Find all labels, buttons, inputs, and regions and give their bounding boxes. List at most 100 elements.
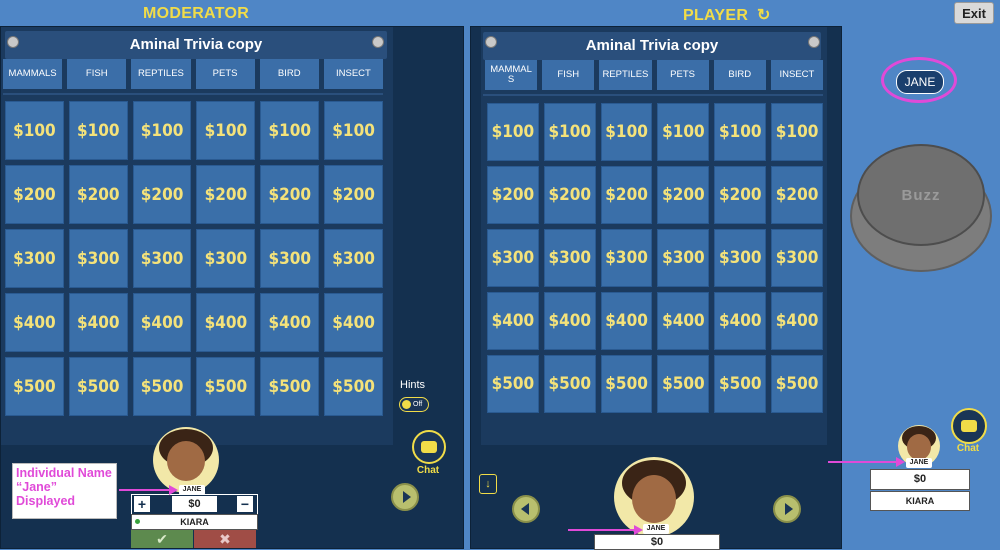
pin-icon <box>372 36 384 48</box>
clue-value: $400 <box>605 311 648 331</box>
clue-tile[interactable]: $500 <box>714 355 767 413</box>
clue-tile[interactable]: $400 <box>196 293 256 352</box>
clue-tile[interactable]: $100 <box>543 103 596 161</box>
clue-tile[interactable]: $200 <box>5 165 64 224</box>
team-name: KIARA <box>180 517 209 527</box>
clue-tile[interactable]: $300 <box>487 229 539 287</box>
clue-tile[interactable]: $500 <box>657 355 710 413</box>
clue-tile[interactable]: $400 <box>657 292 710 350</box>
clue-tile[interactable]: $100 <box>260 101 320 160</box>
category-insect: INSECT <box>770 60 823 90</box>
next-arrow-button[interactable] <box>391 483 419 511</box>
clue-tile[interactable]: $300 <box>196 229 256 288</box>
clue-tile[interactable]: $200 <box>324 165 383 224</box>
scroll-down-icon[interactable]: ↓ <box>479 474 497 494</box>
clue-tile[interactable]: $200 <box>600 166 653 224</box>
clue-tile[interactable]: $400 <box>260 293 320 352</box>
clue-tile[interactable]: $400 <box>600 292 653 350</box>
clue-tile[interactable]: $100 <box>68 101 128 160</box>
clue-tile[interactable]: $400 <box>68 293 128 352</box>
exit-button[interactable]: Exit <box>954 2 994 24</box>
clue-tile[interactable]: $500 <box>196 357 256 416</box>
online-dot-icon <box>135 519 140 524</box>
refresh-icon[interactable]: ↻ <box>756 7 771 24</box>
buzz-button[interactable]: Buzz <box>857 144 985 246</box>
avatar <box>898 425 940 467</box>
clue-tile[interactable]: $100 <box>714 103 767 161</box>
buzz-label: Buzz <box>901 186 941 204</box>
chat-label: Chat <box>956 443 980 454</box>
player-identity-badge: JANE <box>896 70 944 94</box>
moderator-clue-grid: $100 $100 $100 $100 $100 $100 $200 $200 $200 $200… <box>5 101 383 416</box>
hints-toggle[interactable]: Off <box>399 397 429 412</box>
category-mammals: MAMMALS <box>3 59 63 89</box>
incorrect-button[interactable]: ✖ <box>194 530 256 548</box>
clue-tile[interactable]: $100 <box>5 101 64 160</box>
moderator-board: Aminal Trivia copy MAMMALS FISH REPTILES… <box>1 27 393 445</box>
prev-arrow-button[interactable] <box>512 495 540 523</box>
clue-tile[interactable]: $300 <box>657 229 710 287</box>
pin-icon <box>808 36 820 48</box>
clue-tile[interactable]: $200 <box>487 166 539 224</box>
clue-value: $100 <box>605 122 648 142</box>
clue-tile[interactable]: $200 <box>543 166 596 224</box>
clue-tile[interactable]: $100 <box>600 103 653 161</box>
clue-tile[interactable]: $500 <box>260 357 320 416</box>
moderator-board-title: Aminal Trivia copy <box>5 31 387 59</box>
clue-value: $400 <box>76 312 120 333</box>
next-arrow-button[interactable] <box>773 495 801 523</box>
chat-button[interactable] <box>951 408 987 444</box>
clue-tile[interactable]: $200 <box>68 165 128 224</box>
clue-value: $400 <box>268 312 312 333</box>
correct-button[interactable]: ✔ <box>131 530 193 548</box>
clue-tile[interactable]: $200 <box>771 166 823 224</box>
player-header: PLAYER ↻ <box>683 5 771 25</box>
clue-value: $300 <box>13 248 56 269</box>
clue-value: $400 <box>548 311 592 331</box>
clue-tile[interactable]: $100 <box>132 101 192 160</box>
clue-tile[interactable]: $400 <box>543 292 596 350</box>
clue-tile[interactable]: $300 <box>771 229 823 287</box>
subtract-points-button[interactable]: − <box>237 496 253 512</box>
back-icon <box>520 503 529 515</box>
chat-button[interactable] <box>412 430 446 464</box>
clue-tile[interactable]: $300 <box>68 229 128 288</box>
clue-tile[interactable]: $100 <box>657 103 710 161</box>
clue-tile[interactable]: $500 <box>771 355 823 413</box>
clue-tile[interactable]: $400 <box>771 292 823 350</box>
moderator-categories: MAMMALS FISH REPTILES PETS BIRD INSECT <box>3 59 383 89</box>
clue-tile[interactable]: $400 <box>487 292 539 350</box>
clue-tile[interactable]: $500 <box>132 357 192 416</box>
clue-tile[interactable]: $100 <box>487 103 539 161</box>
clue-tile[interactable]: $200 <box>196 165 256 224</box>
clue-tile[interactable]: $300 <box>714 229 767 287</box>
clue-value: $500 <box>76 376 120 397</box>
add-points-button[interactable]: + <box>134 496 150 512</box>
clue-tile[interactable]: $200 <box>132 165 192 224</box>
clue-tile[interactable]: $400 <box>714 292 767 350</box>
clue-tile[interactable]: $400 <box>132 293 192 352</box>
clue-value: $300 <box>491 248 535 268</box>
clue-tile[interactable]: $400 <box>5 293 64 352</box>
chat-bubble-icon <box>961 420 977 432</box>
clue-tile[interactable]: $100 <box>324 101 383 160</box>
clue-tile[interactable]: $300 <box>600 229 653 287</box>
clue-tile[interactable]: $500 <box>543 355 596 413</box>
clue-tile[interactable]: $300 <box>260 229 320 288</box>
clue-tile[interactable]: $500 <box>600 355 653 413</box>
moderator-panel: Aminal Trivia copy MAMMALS FISH REPTILES… <box>0 26 464 549</box>
clue-tile[interactable]: $200 <box>657 166 710 224</box>
clue-tile[interactable]: $500 <box>324 357 383 416</box>
clue-tile[interactable]: $400 <box>324 293 383 352</box>
clue-tile[interactable]: $300 <box>132 229 192 288</box>
clue-tile[interactable]: $100 <box>196 101 256 160</box>
clue-tile[interactable]: $200 <box>714 166 767 224</box>
clue-tile[interactable]: $300 <box>5 229 64 288</box>
clue-tile[interactable]: $200 <box>260 165 320 224</box>
clue-tile[interactable]: $100 <box>771 103 823 161</box>
clue-tile[interactable]: $500 <box>487 355 539 413</box>
clue-tile[interactable]: $300 <box>324 229 383 288</box>
clue-tile[interactable]: $500 <box>68 357 128 416</box>
clue-tile[interactable]: $500 <box>5 357 64 416</box>
clue-tile[interactable]: $300 <box>543 229 596 287</box>
